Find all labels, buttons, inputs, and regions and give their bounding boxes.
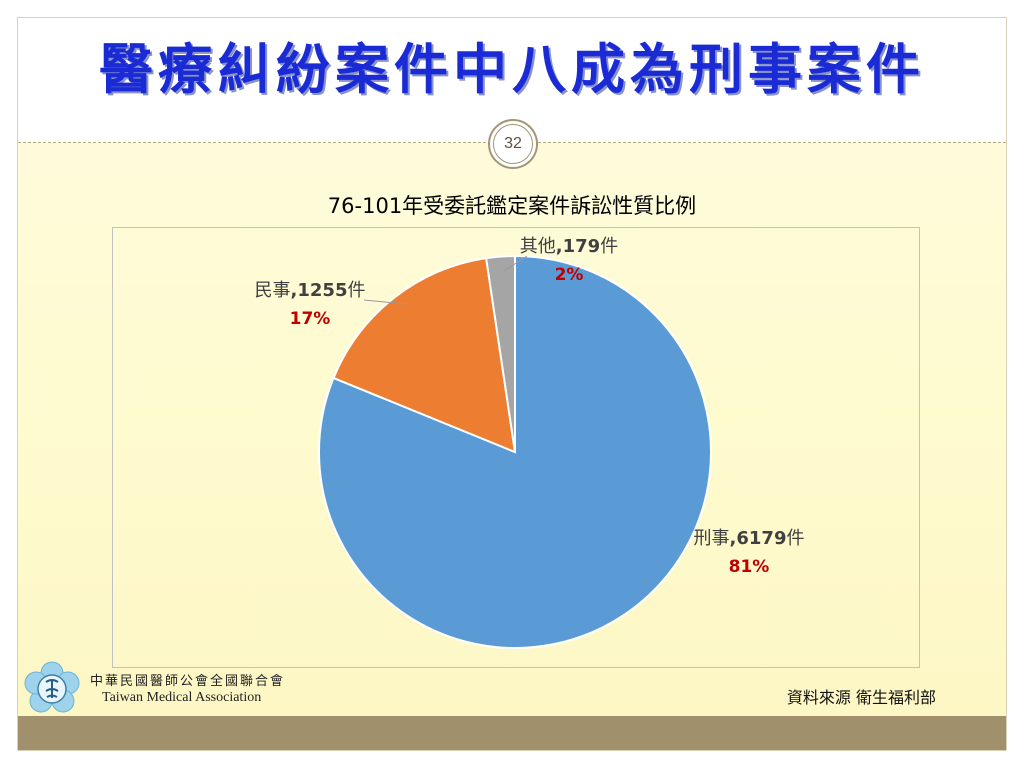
pie-slice-1	[332, 256, 517, 454]
plot-area: 刑事,6179件 81% 民事,1255件 17% 其他,179件 2%	[112, 227, 920, 668]
slice-label-2: 其他,179件	[520, 236, 618, 257]
slice-label-0: 刑事,6179件	[694, 528, 805, 549]
pie-chart: 刑事,6179件 81% 民事,1255件 17% 其他,179件 2%	[255, 236, 805, 649]
page-number: 32	[493, 124, 533, 164]
bottom-bar	[18, 716, 1006, 750]
slide-title: 醫療糾紛案件中八成為刑事案件	[99, 37, 925, 101]
slice-percent-2: 2%	[555, 265, 584, 285]
slice-label-1: 民事,1255件	[255, 280, 366, 301]
association-name-en: Taiwan Medical Association	[102, 690, 262, 705]
slice-leader-line-2	[503, 255, 528, 272]
pie-slice-2	[485, 254, 516, 453]
slide: 醫療糾紛案件中八成為刑事案件 32 76-101年受委託鑑定案件訴訟性質比例 刑…	[17, 17, 1007, 751]
association-logo-icon	[24, 661, 80, 713]
data-source: 資料來源 衛生福利部	[786, 688, 936, 707]
slice-percent-1: 17%	[290, 309, 331, 329]
page-number-badge: 32	[488, 119, 538, 169]
association-name-zh: 中華民國醫師公會全國聯合會	[90, 674, 286, 689]
chart-title: 76-101年受委託鑑定案件訴訟性質比例	[327, 194, 697, 218]
slice-percent-0: 81%	[729, 557, 770, 577]
slice-leader-line-1	[363, 299, 407, 305]
